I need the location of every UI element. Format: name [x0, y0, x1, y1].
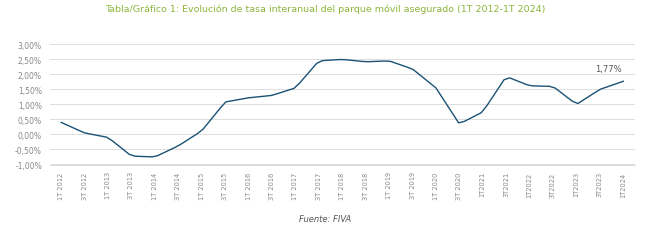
- Text: 1,77%: 1,77%: [595, 65, 622, 74]
- Text: Fuente: FIVA: Fuente: FIVA: [299, 214, 351, 223]
- Text: Tabla/Gráfico 1: Evolución de tasa interanual del parque móvil asegurado (1T 201: Tabla/Gráfico 1: Evolución de tasa inter…: [105, 4, 545, 14]
